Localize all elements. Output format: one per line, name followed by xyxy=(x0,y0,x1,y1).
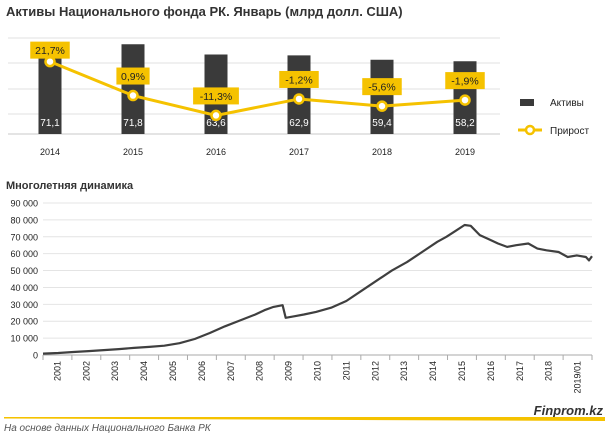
x-tick-label: 2017 xyxy=(289,147,309,157)
chart-title: Активы Национального фонда РК. Январь (м… xyxy=(6,4,403,19)
growth-line xyxy=(49,60,466,117)
x-tick-label: 2006 xyxy=(197,361,207,381)
source-note: На основе данных Национального Банка РК xyxy=(4,423,211,434)
growth-label: -1,9% xyxy=(451,76,478,88)
bar-label: 63,6 xyxy=(206,118,226,129)
growth-label-box xyxy=(445,72,485,90)
y-tick-label: 30 000 xyxy=(10,300,38,310)
dynamics-line-chart: 0 10 000 20 000 30 000 40 000 50 000 60 000 70 … xyxy=(10,199,593,394)
legend-swatch-point xyxy=(524,124,536,136)
bar-label: 59,4 xyxy=(372,118,392,129)
x-tick-label: 2010 xyxy=(313,361,323,381)
bar-2015 xyxy=(121,44,145,134)
bar-label: 58,2 xyxy=(455,118,475,129)
x-tick-label: 2012 xyxy=(370,361,380,381)
y-tick-label: 90 000 xyxy=(10,199,38,209)
chart-subtitle: Многолетняя динамика xyxy=(6,180,134,192)
dynamics-line xyxy=(42,223,593,355)
growth-point xyxy=(127,89,139,102)
x-tick-label: 2016 xyxy=(486,361,496,381)
growth-point xyxy=(293,93,305,105)
growth-label: -11,3% xyxy=(200,91,233,103)
x-tick-label: 2007 xyxy=(226,361,236,381)
bar-line-chart: 71,1 2014 71,8 2015 63,6 2016 62,9 2017 59,4 2018… xyxy=(8,37,589,157)
x-tick-label: 2013 xyxy=(399,361,409,381)
growth-label-box xyxy=(116,67,150,85)
x-tick-label: 2015 xyxy=(457,361,467,381)
x-tick-label: 2011 xyxy=(341,361,351,380)
y-tick-label: 0 xyxy=(33,351,38,361)
growth-label-box xyxy=(30,41,70,59)
footer-divider xyxy=(4,417,605,421)
growth-point xyxy=(376,100,388,112)
legend-label-bars: Активы xyxy=(550,98,584,109)
bar-2014 xyxy=(38,45,62,134)
growth-label: -1,2% xyxy=(285,74,312,86)
x-tick-label: 2004 xyxy=(139,361,149,381)
legend-label-line: Прирост xyxy=(550,126,589,137)
x-tick-label: 2005 xyxy=(168,361,178,381)
bar-label: 71,1 xyxy=(40,118,60,129)
x-tick-label: 2008 xyxy=(255,361,265,381)
x-tick-label: 2001 xyxy=(52,361,62,381)
x-tick-label: 2015 xyxy=(123,147,143,157)
y-tick-label: 40 000 xyxy=(10,283,38,293)
x-tick-label: 2019/01 xyxy=(573,361,583,394)
x-tick-label: 2019 xyxy=(455,147,475,157)
y-tick-label: 60 000 xyxy=(10,249,38,259)
y-tick-label: 10 000 xyxy=(10,334,38,344)
growth-label: 0,9% xyxy=(121,71,145,83)
x-tick-label: 2017 xyxy=(515,361,525,381)
x-tick-label: 2014 xyxy=(428,361,438,381)
x-tick-label: 2016 xyxy=(206,147,226,157)
growth-label: 21,7% xyxy=(35,45,65,57)
y-tick-label: 50 000 xyxy=(10,266,38,276)
growth-label: -5,6% xyxy=(368,82,395,94)
x-tick-label: 2002 xyxy=(81,361,91,381)
y-tick-label: 20 000 xyxy=(10,317,38,327)
legend-swatch-bars xyxy=(520,99,534,106)
bar-label: 62,9 xyxy=(289,118,309,129)
x-tick-label: 2003 xyxy=(110,361,120,381)
x-tick-label: 2009 xyxy=(284,361,294,381)
x-tick-label: 2014 xyxy=(40,147,60,157)
growth-point xyxy=(459,94,471,106)
growth-label-box xyxy=(362,78,402,96)
x-tick-label: 2018 xyxy=(372,147,392,157)
growth-label-box xyxy=(279,70,319,88)
y-tick-label: 80 000 xyxy=(10,215,38,225)
growth-point xyxy=(210,109,222,122)
y-tick-label: 70 000 xyxy=(10,232,38,242)
x-tick-label: 2018 xyxy=(544,361,554,381)
bar-label: 71,8 xyxy=(123,118,143,129)
growth-label-box xyxy=(193,87,239,105)
brand-label: Finprom.kz xyxy=(533,403,603,418)
